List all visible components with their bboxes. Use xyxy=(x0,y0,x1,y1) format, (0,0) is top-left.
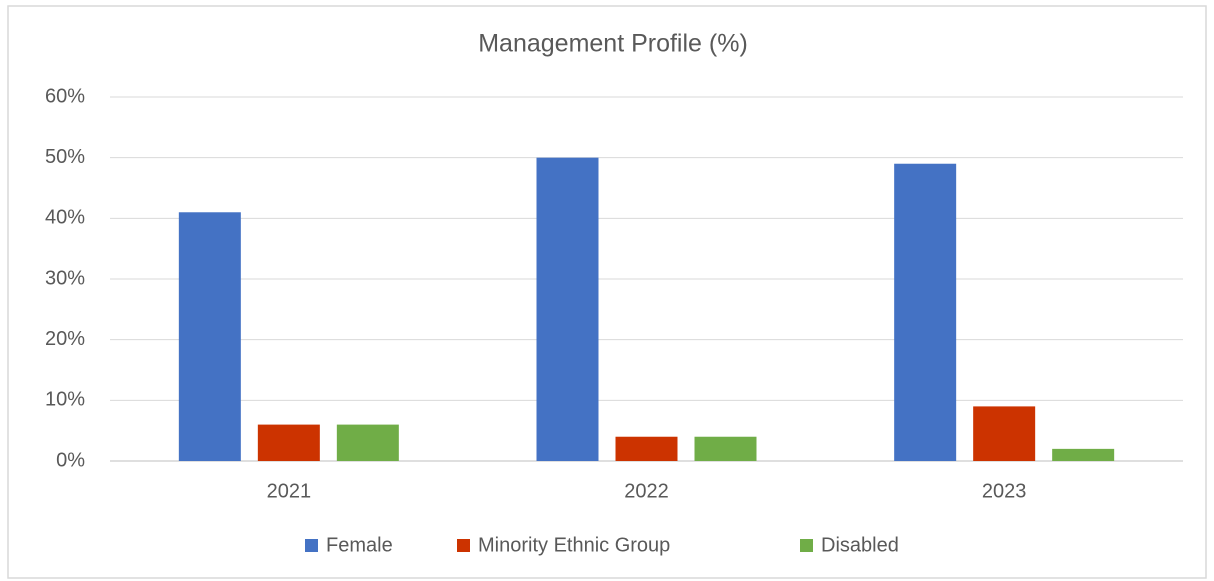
chart-title: Management Profile (%) xyxy=(478,30,748,58)
legend-label: Minority Ethnic Group xyxy=(478,534,670,556)
bar xyxy=(894,163,957,461)
bar xyxy=(694,436,757,461)
bar xyxy=(973,406,1036,461)
bar xyxy=(257,424,320,461)
bar xyxy=(178,212,241,461)
bar xyxy=(1052,448,1115,461)
legend-swatch xyxy=(457,539,470,552)
y-tick-label: 50% xyxy=(45,146,85,168)
y-tick-label: 0% xyxy=(56,449,85,471)
x-tick-label: 2021 xyxy=(267,480,312,502)
legend-label: Disabled xyxy=(821,534,899,556)
y-tick-label: 20% xyxy=(45,328,85,350)
x-tick-label: 2022 xyxy=(624,480,669,502)
bar xyxy=(615,436,678,461)
y-tick-label: 30% xyxy=(45,267,85,289)
y-tick-label: 60% xyxy=(45,85,85,107)
x-tick-label: 2023 xyxy=(982,480,1027,502)
legend-swatch xyxy=(800,539,813,552)
y-tick-label: 40% xyxy=(45,207,85,229)
bar xyxy=(536,157,599,461)
bar xyxy=(336,424,399,461)
legend-label: Female xyxy=(326,534,393,556)
y-tick-label: 10% xyxy=(45,389,85,411)
legend-swatch xyxy=(305,539,318,552)
